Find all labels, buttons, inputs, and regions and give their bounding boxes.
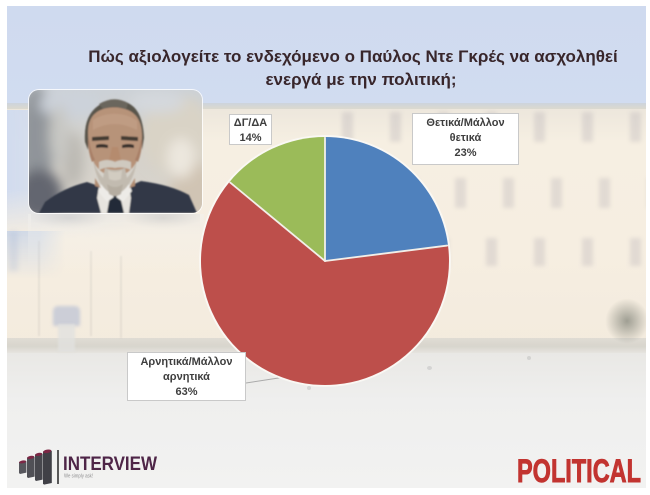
svg-text:We simply ask!: We simply ask! (64, 474, 93, 480)
svg-text:POLITICAL: POLITICAL (517, 453, 641, 489)
svg-text:INTERVIEW: INTERVIEW (63, 454, 157, 475)
